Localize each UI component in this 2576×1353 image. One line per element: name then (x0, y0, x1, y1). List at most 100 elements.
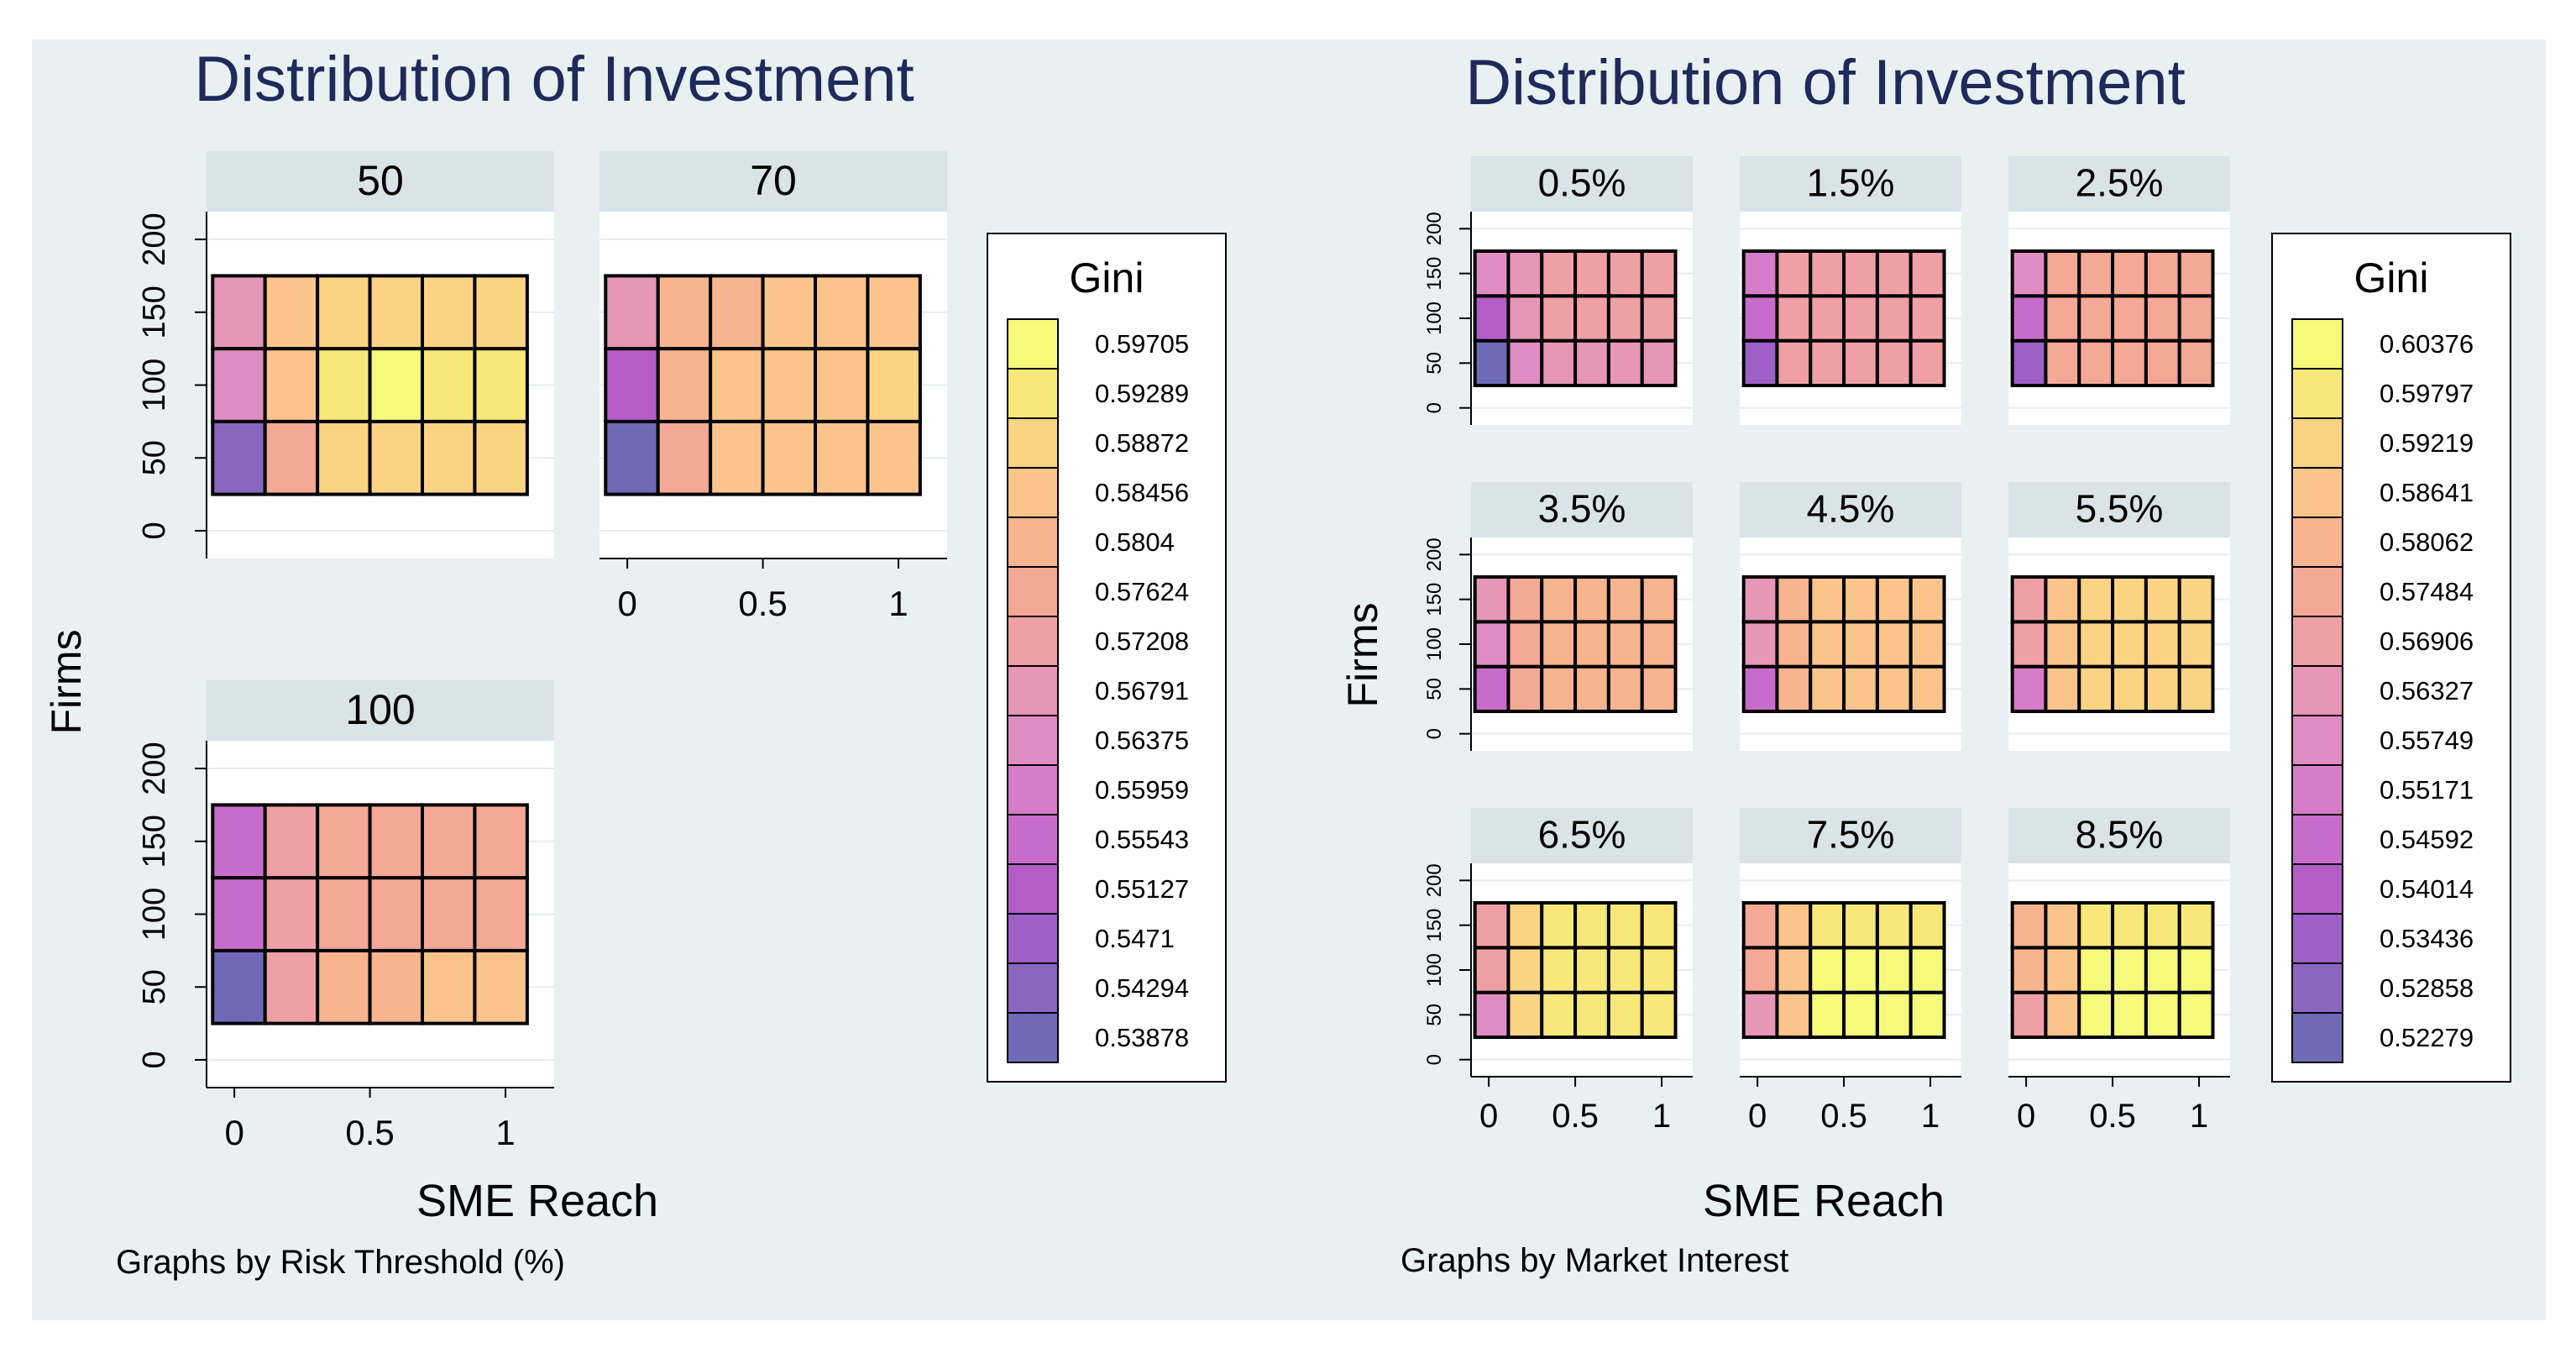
heat-cell (2144, 294, 2181, 343)
heat-cell (1809, 574, 1846, 624)
panel-right-5: 5.5% (2008, 482, 2230, 751)
heat-cell (1842, 338, 1879, 388)
legend-swatch (1007, 715, 1059, 766)
legend-swatch (2291, 616, 2343, 667)
panel-right-2: 2.5% (2008, 156, 2230, 425)
heat-cell (1809, 946, 1846, 994)
heat-cell (316, 803, 372, 880)
panel-label: 2.5% (2076, 161, 2164, 205)
heat-cell (1908, 990, 1946, 1040)
heat-cell (2077, 338, 2115, 388)
y-tick-label: 50 (137, 969, 172, 1004)
heat-cell (1573, 946, 1610, 994)
chart-title: Distribution of Investment (194, 44, 914, 115)
heat-cell (1606, 946, 1644, 994)
heat-cell (2010, 294, 2048, 343)
legend-swatch (1007, 1012, 1059, 1063)
heat-cell (1875, 294, 1913, 343)
panel-header (2008, 808, 2230, 863)
legend-swatch (2291, 517, 2343, 568)
figure-left: Distribution of Investment50050100150200… (43, 44, 1227, 1281)
y-tick-label: 150 (1423, 583, 1446, 616)
panel-label: 1.5% (1807, 161, 1895, 205)
heat-cell (1640, 294, 1678, 343)
heat-cell (1573, 900, 1610, 950)
legend-label: 0.53436 (2380, 924, 2474, 953)
heat-cell (1640, 249, 1678, 298)
heat-cell (316, 419, 372, 496)
heat-cell (1540, 900, 1578, 950)
legend-swatch (2291, 764, 2343, 815)
legend-swatch (1007, 962, 1059, 1014)
legend-swatch (1007, 368, 1059, 419)
x-tick-label: 1 (1921, 1098, 1940, 1135)
heat-cell (2144, 664, 2181, 714)
legend-swatch (2291, 368, 2343, 419)
x-tick-label: 0.5 (1552, 1098, 1599, 1135)
heat-cell (1809, 620, 1846, 669)
legend-label: 0.57624 (1095, 577, 1189, 606)
heat-cell (2077, 946, 2115, 994)
heat-cell (866, 274, 922, 351)
heat-cell (1741, 249, 1779, 298)
legend-swatch (1007, 318, 1059, 370)
heat-cell (1741, 620, 1779, 669)
heat-cell (709, 274, 765, 351)
graphs-by-note: Graphs by Market Interest (1401, 1242, 1788, 1279)
heat-cell (2077, 664, 2115, 714)
heat-cell (263, 347, 320, 423)
legend-label: 0.55127 (1095, 874, 1189, 904)
panel-label: 4.5% (1807, 487, 1895, 531)
heat-cell (263, 876, 320, 952)
heat-cell (1809, 990, 1846, 1040)
heat-cell (2144, 946, 2181, 994)
y-tick-label: 0 (137, 1051, 172, 1068)
heat-cell (1573, 664, 1610, 714)
legend-swatch (2291, 417, 2343, 469)
heat-cell (263, 274, 320, 351)
heat-cell (1741, 338, 1779, 388)
legend-label: 0.55959 (1095, 775, 1189, 805)
heat-cell (2177, 249, 2215, 298)
heat-cell (473, 803, 529, 880)
chart-title: Distribution of Investment (1465, 47, 2186, 118)
legend-label: 0.5471 (1095, 924, 1175, 953)
legend-swatch (1007, 665, 1059, 716)
heat-cell (761, 274, 818, 351)
panel-label: 50 (357, 157, 404, 204)
heat-cell (2177, 946, 2215, 994)
heat-cell (421, 803, 477, 880)
graphs-by-note: Graphs by Risk Threshold (%) (116, 1244, 565, 1281)
x-tick-label: 0 (1748, 1098, 1767, 1135)
heat-cell (2111, 338, 2148, 388)
heat-cell (814, 419, 870, 496)
heat-cell (1842, 574, 1879, 624)
heat-cell (1908, 664, 1946, 714)
panel-header (2008, 156, 2230, 212)
y-tick-label: 50 (137, 440, 172, 475)
heat-cell (2144, 574, 2181, 624)
heat-cell (1741, 574, 1779, 624)
heat-cell (1741, 990, 1779, 1040)
legend-swatch (2291, 665, 2343, 716)
x-tick-label: 0.5 (345, 1113, 394, 1152)
heat-cell (2077, 249, 2115, 298)
legend-swatch (2291, 566, 2343, 617)
heat-cell (1809, 664, 1846, 714)
legend-swatch (1007, 913, 1059, 964)
heat-cell (1640, 900, 1678, 950)
panel-header (599, 151, 947, 212)
heat-cell (1741, 900, 1779, 950)
heat-cell (1473, 338, 1511, 388)
heat-cell (1741, 946, 1779, 994)
heat-cell (1809, 338, 1846, 388)
heat-cell (814, 274, 870, 351)
y-axis-title: Firms (1339, 603, 1386, 708)
heat-cell (1875, 946, 1913, 994)
heat-cell (2177, 338, 2215, 388)
y-axis-title: Firms (43, 630, 90, 735)
legend-label: 0.56906 (2380, 627, 2474, 656)
heat-cell (2010, 946, 2048, 994)
legend-swatch (2291, 715, 2343, 766)
legend-swatch (2291, 318, 2343, 370)
